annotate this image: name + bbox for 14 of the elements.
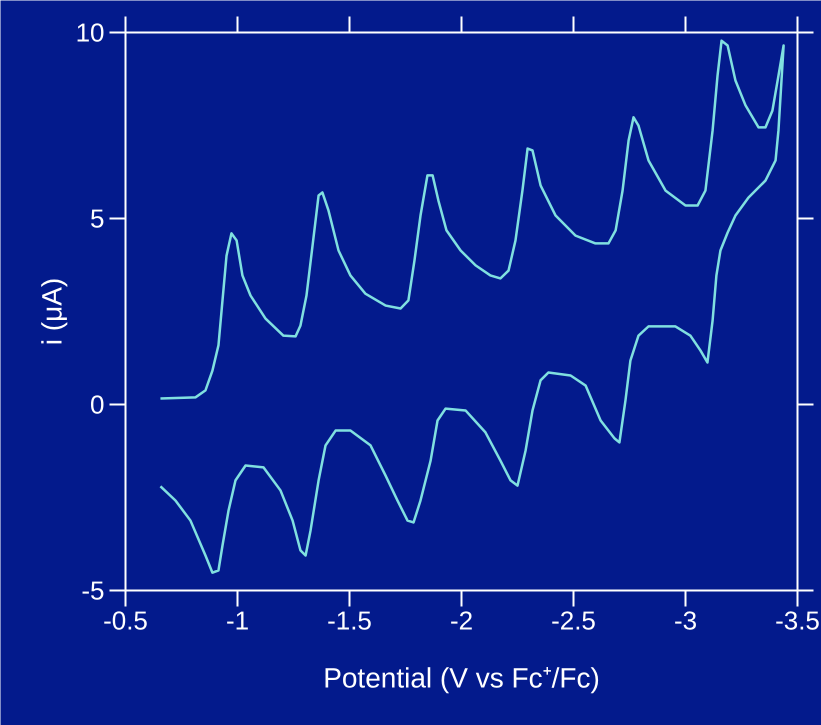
x-tick-label: -0.5 bbox=[103, 606, 148, 636]
x-tick-label: -2 bbox=[450, 606, 474, 636]
x-axis-title: Potential (V vs Fc⁺/Fc) bbox=[323, 662, 600, 694]
line-series bbox=[159, 39, 785, 574]
x-tick-label: -2.5 bbox=[551, 606, 596, 636]
y-axis-title: i (μA) bbox=[36, 278, 68, 346]
y-tick-label: -5 bbox=[81, 576, 105, 606]
x-tick-label: -3.5 bbox=[775, 606, 820, 636]
y-tick-label: 0 bbox=[90, 390, 105, 420]
x-tick-label: -1 bbox=[226, 606, 250, 636]
y-tick-label: 10 bbox=[76, 18, 104, 48]
x-tick-label: -1.5 bbox=[327, 606, 372, 636]
x-tick-label: -3 bbox=[674, 606, 698, 636]
y-tick-label: 5 bbox=[90, 204, 105, 234]
